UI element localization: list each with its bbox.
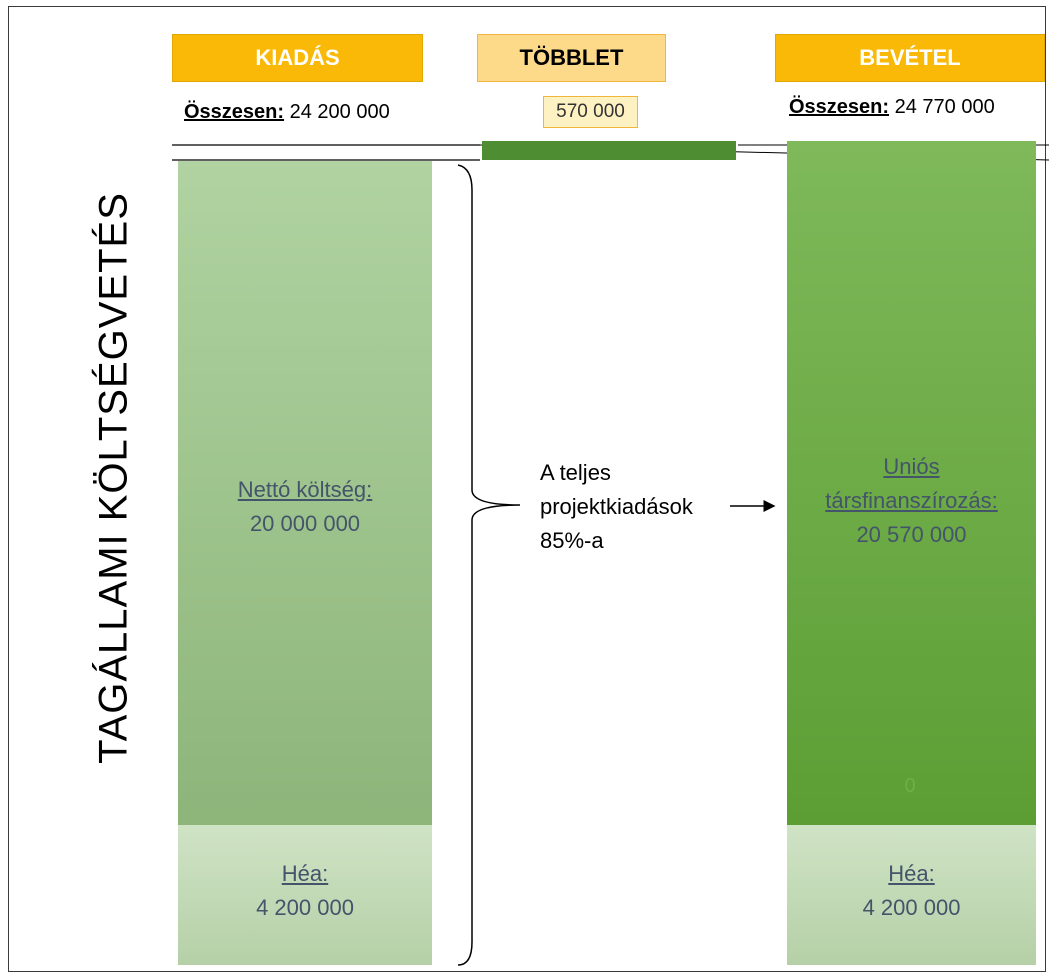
income-eu-bar <box>787 141 1036 825</box>
annotation-text: A teljes projektkiadások 85%-a <box>540 456 693 558</box>
curly-brace <box>457 164 521 966</box>
income-vat-section: Héa: 4 200 000 <box>787 825 1036 965</box>
expense-net-section: Nettó költség: 20 000 000 <box>178 161 432 825</box>
expense-total-label: Összesen: <box>184 101 285 123</box>
income-vat-label: Héa: <box>888 861 935 886</box>
vertical-title: TAGÁLLAMI KÖLTSÉGVETÉS <box>91 192 136 764</box>
expense-net-value: 20 000 000 <box>249 511 361 536</box>
expense-vat-section: Héa: 4 200 000 <box>178 825 432 965</box>
surplus-bar <box>482 141 736 160</box>
income-header: BEVÉTEL <box>775 34 1045 82</box>
income-total-value: 24 770 000 <box>894 96 995 118</box>
income-eu-label-1: Uniós <box>883 454 940 479</box>
income-vat-bar <box>787 825 1036 965</box>
surplus-value-box: 570 000 <box>543 96 638 128</box>
income-zero-label: 0 <box>904 775 916 797</box>
surplus-header: TÖBBLET <box>477 34 666 82</box>
income-eu-value: 20 570 000 <box>856 522 967 547</box>
expense-total: Összesen: 24 200 000 <box>184 101 390 124</box>
annotation-line-1: A teljes <box>540 460 611 485</box>
expense-vat-value: 4 200 000 <box>256 895 354 920</box>
income-eu-label-2: társfinanszírozás: <box>825 488 998 513</box>
expense-header: KIADÁS <box>172 34 423 82</box>
diagram-frame <box>8 6 1046 972</box>
expense-vat-bar <box>178 825 432 965</box>
expense-net-bar <box>178 161 432 825</box>
income-total-label: Összesen: <box>789 96 890 118</box>
expense-net-label: Nettó költség: <box>237 477 373 502</box>
annotation-line-3: 85%-a <box>540 528 604 553</box>
income-eu-section: Uniós társfinanszírozás: 20 570 000 0 <box>787 141 1036 825</box>
income-total: Összesen: 24 770 000 <box>789 96 995 119</box>
expense-total-value: 24 200 000 <box>289 101 390 123</box>
annotation-line-2: projektkiadások <box>540 494 693 519</box>
expense-vat-label: Héa: <box>281 861 329 886</box>
income-vat-value: 4 200 000 <box>862 895 961 920</box>
